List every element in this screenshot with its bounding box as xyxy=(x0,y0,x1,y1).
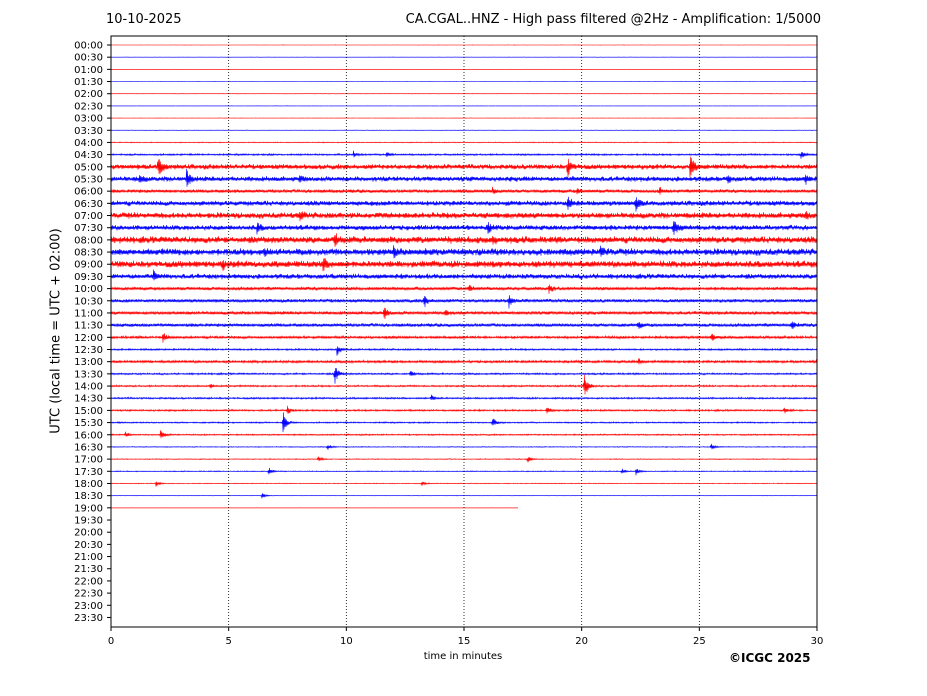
y-tick-label: 03:00 xyxy=(74,114,103,125)
trace-row-1800 xyxy=(110,481,818,487)
x-tick-label: 20 xyxy=(575,636,588,647)
date-label: 10-10-2025 xyxy=(106,12,182,27)
y-tick-label: 05:00 xyxy=(74,162,103,173)
y-tick-label: 20:00 xyxy=(74,528,103,539)
y-tick-label: 13:00 xyxy=(74,357,103,368)
trace-row-1500 xyxy=(110,405,818,414)
trace-row-0800 xyxy=(110,233,818,247)
y-tick-label: 02:30 xyxy=(74,101,103,112)
trace-row-0830 xyxy=(110,245,818,259)
trace-row-1430 xyxy=(110,394,818,401)
y-tick-label: 12:30 xyxy=(74,345,103,356)
y-axis-label: UTC (local time = UTC + 02:00) xyxy=(48,228,64,434)
y-tick-label: 08:00 xyxy=(74,235,103,246)
x-tick-label: 15 xyxy=(458,636,471,647)
trace-row-1200 xyxy=(110,333,818,343)
y-tick-label: 00:30 xyxy=(74,53,103,64)
x-tick-label: 5 xyxy=(225,636,231,647)
trace-row-1600 xyxy=(110,430,818,439)
y-tick-label: 02:00 xyxy=(74,89,103,100)
x-tick-label: 25 xyxy=(693,636,706,647)
trace-row-1330 xyxy=(110,367,818,384)
y-tick-label: 10:30 xyxy=(74,296,103,307)
y-tick-label: 03:30 xyxy=(74,126,103,137)
y-tick-label: 15:00 xyxy=(74,406,103,417)
chart-title: CA.CGAL..HNZ - High pass filtered @2Hz -… xyxy=(405,12,821,27)
y-tick-label: 04:30 xyxy=(74,150,103,161)
trace-row-1400 xyxy=(110,374,818,395)
x-axis-label: time in minutes xyxy=(423,651,503,662)
y-tick-label: 11:30 xyxy=(74,321,103,332)
y-tick-label: 01:30 xyxy=(74,77,103,88)
y-tick-label: 12:00 xyxy=(74,333,103,344)
trace-row-0430 xyxy=(110,150,818,159)
trace-row-0600 xyxy=(110,186,818,195)
y-tick-label: 18:30 xyxy=(74,491,103,502)
trace-row-0400 xyxy=(110,141,818,144)
y-tick-label: 13:30 xyxy=(74,369,103,380)
y-tick-label: 15:30 xyxy=(74,418,103,429)
plot-frame xyxy=(110,35,818,628)
y-tick-label: 01:00 xyxy=(74,65,103,76)
trace-row-1230 xyxy=(110,346,818,356)
trace-row-0930 xyxy=(110,269,818,281)
y-tick-label: 17:00 xyxy=(74,455,103,466)
y-tick-label: 06:30 xyxy=(74,199,103,210)
trace-row-1300 xyxy=(110,358,818,367)
y-tick-label: 04:00 xyxy=(74,138,103,149)
y-tick-label: 05:30 xyxy=(74,174,103,185)
y-tick-label: 09:30 xyxy=(74,272,103,283)
y-tick-label: 10:00 xyxy=(74,284,103,295)
vertical-gridlines xyxy=(228,36,700,627)
y-tick-label: 21:30 xyxy=(74,564,103,575)
y-tick-label: 20:30 xyxy=(74,540,103,551)
y-tick-label: 19:00 xyxy=(74,503,103,514)
y-tick-label: 08:30 xyxy=(74,248,103,259)
y-tick-label: 09:00 xyxy=(74,260,103,271)
y-tick-label: 07:00 xyxy=(74,211,103,222)
y-tick-label: 07:30 xyxy=(74,223,103,234)
y-tick-label: 14:00 xyxy=(74,382,103,393)
y-tick-label: 16:00 xyxy=(74,430,103,441)
y-tick-label: 18:00 xyxy=(74,479,103,490)
y-tick-label: 22:30 xyxy=(74,589,103,600)
y-tick-label: 23:00 xyxy=(74,601,103,612)
y-tick-label: 17:30 xyxy=(74,467,103,478)
copyright-credit: ©ICGC 2025 xyxy=(729,651,811,665)
y-tick-label: 21:00 xyxy=(74,552,103,563)
y-tick-label: 22:00 xyxy=(74,576,103,587)
x-tick-label: 0 xyxy=(108,636,114,647)
y-tick-label: 16:30 xyxy=(74,442,103,453)
y-tick-label: 00:00 xyxy=(74,41,103,52)
trace-row-0700 xyxy=(110,210,818,222)
trace-row-0330 xyxy=(110,129,818,132)
y-tick-label: 11:00 xyxy=(74,308,103,319)
y-tick-label: 19:30 xyxy=(74,516,103,527)
x-tick-label: 10 xyxy=(340,636,353,647)
x-tick-labels: 0 5 10 15 20 25 30 xyxy=(108,627,824,647)
y-tick-label: 23:30 xyxy=(74,613,103,624)
trace-row-0900 xyxy=(110,258,818,272)
x-tick-label: 30 xyxy=(811,636,824,647)
y-tick-label: 14:30 xyxy=(74,394,103,405)
y-tick-label: 06:00 xyxy=(74,187,103,198)
